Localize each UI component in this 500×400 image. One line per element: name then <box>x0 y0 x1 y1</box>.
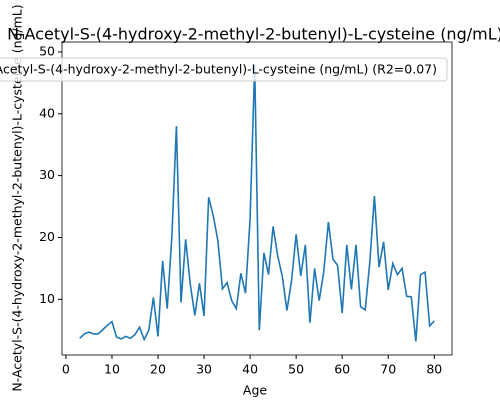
x-tick-label: 80 <box>426 362 442 377</box>
y-tick-label: 20 <box>39 229 55 244</box>
x-tick-label: 60 <box>334 362 350 377</box>
x-axis-label: Age <box>243 383 267 398</box>
y-tick-label: 50 <box>39 43 55 58</box>
x-tick-label: 0 <box>62 362 70 377</box>
y-axis-label: N-Acetyl-S-(4-hydroxy-2-methyl-2-butenyl… <box>10 4 25 391</box>
legend-box <box>0 57 448 82</box>
y-tick-label: 30 <box>39 167 55 182</box>
chart-title: N-Acetyl-S-(4-hydroxy-2-methyl-2-butenyl… <box>7 25 500 44</box>
x-tick-label: 70 <box>380 362 396 377</box>
y-tick-label: 40 <box>39 105 55 120</box>
x-tick-label: 50 <box>288 362 304 377</box>
x-tick-label: 40 <box>242 362 258 377</box>
x-tick-label: 30 <box>196 362 212 377</box>
x-tick-label: 20 <box>150 362 166 377</box>
y-tick-label: 10 <box>39 291 55 306</box>
plot-frame <box>61 41 453 356</box>
legend-label: N-Acetyl-S-(4-hydroxy-2-methyl-2-butenyl… <box>0 62 437 77</box>
line-series <box>79 64 435 342</box>
x-tick-label: 10 <box>104 362 120 377</box>
